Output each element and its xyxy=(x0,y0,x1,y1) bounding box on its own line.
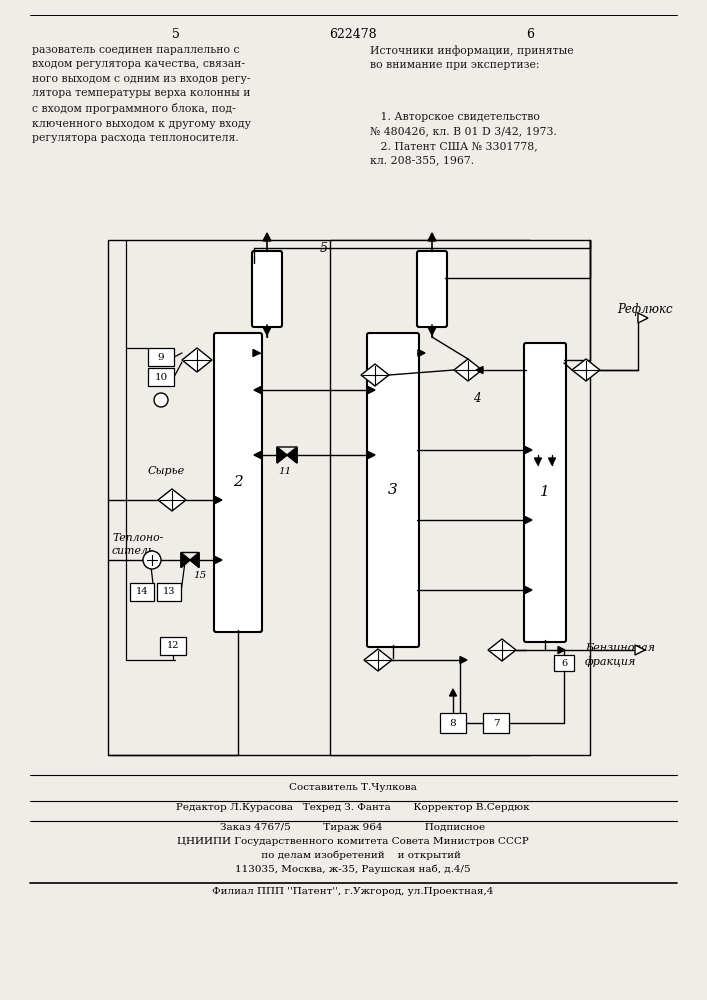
Text: 15: 15 xyxy=(193,571,206,580)
Text: Сырье: Сырье xyxy=(148,466,185,476)
FancyBboxPatch shape xyxy=(524,343,566,642)
Polygon shape xyxy=(361,364,389,386)
Text: Рефлюкс: Рефлюкс xyxy=(617,304,672,316)
Polygon shape xyxy=(534,458,542,465)
Polygon shape xyxy=(638,313,648,323)
Polygon shape xyxy=(254,452,261,458)
Text: Составитель Т.Чулкова: Составитель Т.Чулкова xyxy=(289,783,417,792)
Text: 7: 7 xyxy=(493,718,499,728)
Polygon shape xyxy=(254,386,261,393)
Text: 4: 4 xyxy=(473,392,481,405)
Bar xyxy=(130,583,154,601)
Text: 6: 6 xyxy=(561,658,567,668)
Text: Филиал ППП ''Патент'', г.Ужгород, ул.Проектная,4: Филиал ППП ''Патент'', г.Ужгород, ул.Про… xyxy=(212,887,493,896)
Circle shape xyxy=(154,393,168,407)
Polygon shape xyxy=(158,489,186,511)
Polygon shape xyxy=(525,516,532,524)
Polygon shape xyxy=(428,233,436,241)
Polygon shape xyxy=(181,552,190,568)
Polygon shape xyxy=(364,649,392,671)
Bar xyxy=(148,348,174,366)
Polygon shape xyxy=(253,350,260,357)
Polygon shape xyxy=(460,656,467,664)
Bar xyxy=(483,713,509,733)
Polygon shape xyxy=(418,350,425,357)
Text: Теплоно-
ситель: Теплоно- ситель xyxy=(112,533,163,556)
Polygon shape xyxy=(368,386,375,393)
Polygon shape xyxy=(182,348,212,372)
Polygon shape xyxy=(454,359,482,381)
Text: 2: 2 xyxy=(233,476,243,489)
Text: 6: 6 xyxy=(526,28,534,41)
Text: 3: 3 xyxy=(388,483,398,497)
Polygon shape xyxy=(215,496,222,504)
Text: 1. Авторское свидетельство
№ 480426, кл. В 01 D 3/42, 1973.
   2. Патент США № 3: 1. Авторское свидетельство № 480426, кл.… xyxy=(370,112,557,165)
Bar xyxy=(108,240,530,755)
Polygon shape xyxy=(525,446,532,454)
Text: 12: 12 xyxy=(167,642,180,650)
Polygon shape xyxy=(428,327,436,335)
Polygon shape xyxy=(287,447,297,463)
FancyBboxPatch shape xyxy=(417,251,447,327)
Text: Редактор Л.Курасова   Техред З. Фанта       Корректор В.Сердюк: Редактор Л.Курасова Техред З. Фанта Корр… xyxy=(176,803,530,812)
Bar xyxy=(554,655,574,671)
Text: 11: 11 xyxy=(279,467,291,476)
Polygon shape xyxy=(277,447,287,463)
FancyBboxPatch shape xyxy=(214,333,262,632)
Text: 14: 14 xyxy=(136,587,148,596)
Bar xyxy=(148,368,174,386)
Polygon shape xyxy=(263,233,271,241)
Polygon shape xyxy=(476,366,483,373)
Polygon shape xyxy=(558,647,565,654)
Text: 13: 13 xyxy=(163,587,175,596)
Text: 5: 5 xyxy=(320,241,328,254)
Text: 5: 5 xyxy=(172,28,180,41)
Text: разоватeль соединен параллельно с
входом регулятора качества, связан-
ного выход: разоватeль соединен параллельно с входом… xyxy=(32,45,251,143)
Text: 1: 1 xyxy=(540,486,550,499)
Polygon shape xyxy=(190,552,199,568)
Text: 10: 10 xyxy=(154,372,168,381)
Text: 622478: 622478 xyxy=(329,28,377,41)
Bar xyxy=(160,637,186,655)
Polygon shape xyxy=(572,359,600,381)
Text: Источники информации, принятые
во внимание при экспертизе:: Источники информации, принятые во вниман… xyxy=(370,45,573,70)
Polygon shape xyxy=(635,645,645,655)
Text: 9: 9 xyxy=(158,353,164,361)
Polygon shape xyxy=(368,452,375,458)
Polygon shape xyxy=(525,586,532,593)
Text: Бензиновая
фракция: Бензиновая фракция xyxy=(585,643,655,667)
Text: Заказ 4767/5          Тираж 964             Подписное: Заказ 4767/5 Тираж 964 Подписное xyxy=(221,823,486,832)
Circle shape xyxy=(143,551,161,569)
Text: по делам изобретений    и открытий: по делам изобретений и открытий xyxy=(245,851,461,860)
FancyBboxPatch shape xyxy=(367,333,419,647)
Bar xyxy=(440,713,466,733)
Polygon shape xyxy=(549,458,556,465)
Text: 8: 8 xyxy=(450,718,456,728)
Bar xyxy=(330,240,590,755)
Polygon shape xyxy=(450,689,457,696)
Polygon shape xyxy=(488,639,516,661)
Polygon shape xyxy=(215,556,222,564)
Polygon shape xyxy=(263,327,271,335)
FancyBboxPatch shape xyxy=(252,251,282,327)
Text: ЦНИИПИ Государственного комитета Совета Министров СССР: ЦНИИПИ Государственного комитета Совета … xyxy=(177,837,529,846)
Text: 113035, Москва, ж-35, Раушская наб, д.4/5: 113035, Москва, ж-35, Раушская наб, д.4/… xyxy=(235,865,471,874)
Bar xyxy=(157,583,181,601)
